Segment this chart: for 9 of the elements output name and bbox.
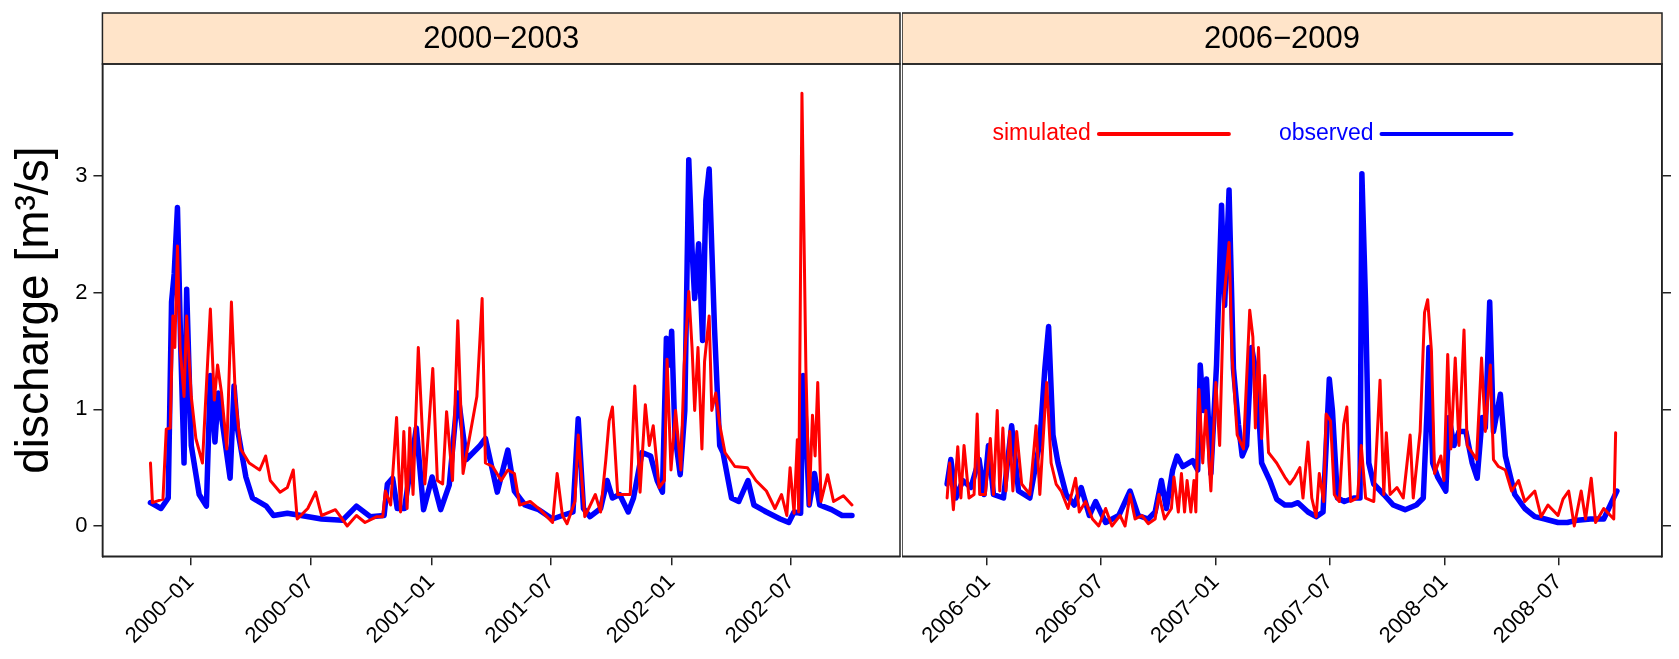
y-tick-label: 3 [75,162,88,188]
y-tick-label: 0 [75,512,88,538]
series-label: observed [1278,119,1374,146]
y-tick-label: 1 [75,395,88,421]
chart-title: 2006−2009 [1203,20,1361,56]
text: simulated [992,119,1091,146]
y-tick-label: 2 [75,278,88,304]
y-axis-title: discharge [m³/s] [6,146,59,474]
chart-title: 2000−2003 [423,20,580,56]
